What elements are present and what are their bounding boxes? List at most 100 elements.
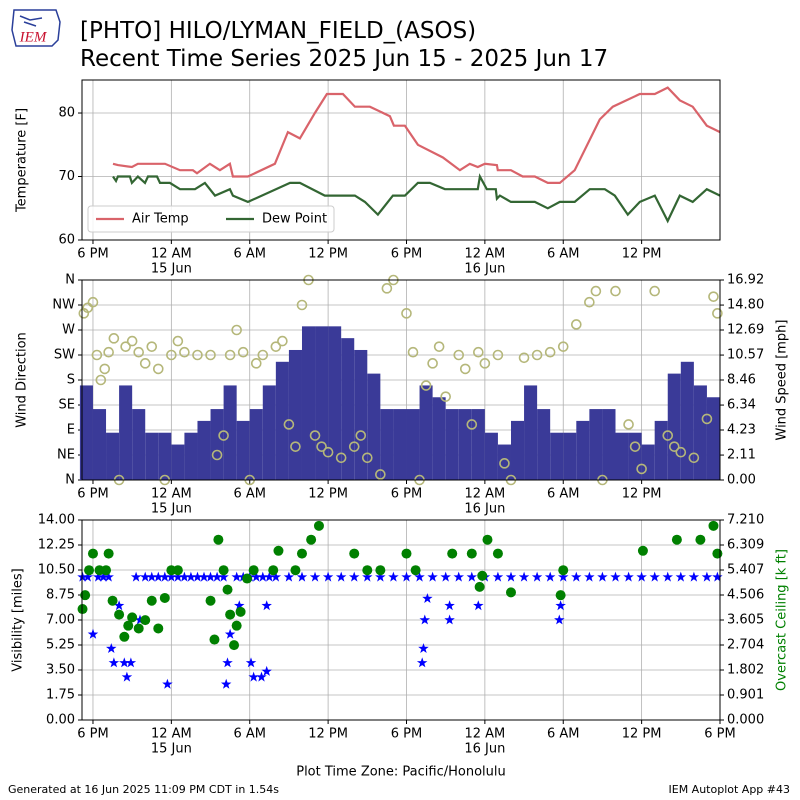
panel: 0.00 1.75 3.50 5.25 7.00 8.75 10.50 12.25 14.00 6…	[11, 513, 790, 780]
star-point	[162, 678, 173, 689]
star-point	[261, 600, 272, 611]
point	[99, 363, 111, 375]
y2-tick-label: 6.34	[727, 398, 756, 413]
point	[114, 609, 125, 620]
bar	[341, 338, 355, 480]
bar	[615, 432, 629, 480]
point	[492, 349, 504, 361]
point	[544, 346, 556, 358]
x-tick-label: 12 PM	[622, 487, 662, 502]
point	[126, 335, 138, 347]
star-point	[335, 571, 347, 582]
point	[231, 620, 242, 631]
point	[474, 581, 485, 592]
point	[133, 346, 144, 358]
point	[123, 620, 134, 631]
x-tick-label: 12 AM	[151, 487, 192, 502]
point	[159, 592, 170, 603]
point	[309, 430, 321, 441]
star-point	[453, 571, 464, 582]
y-tick-label: 14.00	[38, 513, 75, 528]
bar	[367, 373, 381, 480]
star-point	[257, 571, 268, 582]
point	[381, 283, 393, 294]
star-point	[584, 571, 595, 582]
x-tick-label: 6 AM	[547, 487, 580, 502]
y2-tick-label: 0.901	[727, 688, 764, 703]
point	[708, 520, 719, 531]
y2-axis-label: Wind Speed [mph]	[775, 320, 790, 441]
point	[82, 302, 94, 314]
point	[273, 545, 284, 556]
y-tick-label: NW	[52, 298, 75, 313]
star-point	[221, 678, 232, 689]
star-point	[103, 571, 114, 582]
bar	[354, 349, 368, 480]
star-point	[159, 571, 171, 582]
y-tick-label: N	[65, 473, 75, 488]
x-tick-label: 6 PM	[391, 727, 422, 742]
x-tick-label: 12 AM	[464, 247, 505, 262]
point	[268, 565, 279, 576]
star-point	[205, 571, 216, 582]
star-point	[234, 600, 245, 611]
y2-tick-label: 6.309	[727, 537, 764, 552]
star-point	[610, 571, 621, 582]
point	[146, 341, 158, 352]
star-point	[349, 571, 360, 582]
point	[316, 441, 327, 452]
point	[107, 595, 118, 606]
point	[675, 446, 687, 458]
star-point	[675, 571, 686, 582]
y2-tick-label: 5.407	[727, 563, 764, 578]
star-point	[531, 571, 543, 582]
point	[610, 285, 621, 297]
star-point	[82, 571, 93, 582]
bar	[602, 409, 616, 480]
point	[296, 299, 308, 311]
bar	[393, 409, 407, 480]
bar	[119, 385, 133, 480]
point	[80, 590, 91, 601]
point	[479, 358, 491, 369]
star-point	[211, 571, 223, 582]
star-point	[518, 571, 530, 582]
point	[127, 612, 138, 623]
y-tick-label: SE	[59, 398, 75, 413]
x-tick-label: 12 PM	[622, 727, 662, 742]
point	[361, 452, 373, 464]
point	[229, 640, 240, 651]
bar	[380, 409, 394, 480]
point	[348, 441, 360, 452]
y2-tick-label: 4.506	[727, 588, 764, 603]
point	[322, 446, 334, 458]
star-point	[322, 571, 334, 582]
point	[296, 548, 307, 559]
y2-tick-label: 10.57	[727, 348, 764, 363]
star-point	[283, 571, 295, 582]
point	[482, 534, 493, 545]
x-tick-label: 6 PM	[391, 487, 422, 502]
point	[590, 285, 602, 297]
star-point	[636, 571, 647, 582]
y-tick-label: N	[65, 273, 75, 288]
star-point	[544, 571, 556, 582]
point	[701, 413, 713, 425]
bar	[537, 409, 551, 480]
point	[712, 548, 723, 559]
point	[87, 548, 98, 559]
line	[112, 86, 721, 184]
point	[712, 308, 723, 319]
point	[375, 565, 386, 576]
star-point	[224, 628, 236, 639]
x-tick-label: 6 AM	[233, 247, 266, 262]
bar	[145, 432, 159, 480]
bar	[197, 420, 211, 480]
point	[277, 335, 288, 347]
point	[695, 534, 706, 545]
point	[237, 346, 249, 358]
star-point	[416, 657, 428, 668]
star-point	[185, 571, 197, 582]
